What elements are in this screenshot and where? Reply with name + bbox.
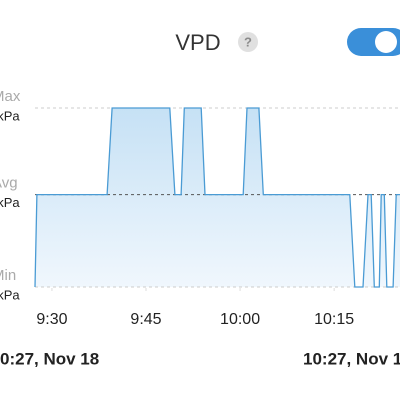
x-tick-label: 10:15 <box>314 311 354 328</box>
title: VPD <box>175 30 220 55</box>
x-tick-label: 9:45 <box>130 311 161 328</box>
y-tick-label: 9kPa <box>0 287 20 302</box>
y-level-name: Avg <box>0 175 18 192</box>
x-tick-label: 10:00 <box>220 311 260 328</box>
x-tick-label: 9:30 <box>36 311 67 328</box>
area <box>35 108 400 287</box>
y-level-name: Max <box>0 88 21 105</box>
y-level-name: Min <box>0 267 16 284</box>
range-end: 10:27, Nov 1 <box>303 349 400 368</box>
toggle-knob <box>375 31 397 53</box>
line <box>34 107 400 288</box>
range-start: 0:27, Nov 18 <box>0 349 99 368</box>
y-tick-label: 1kPa <box>0 108 20 123</box>
y-tick-label: 1kPa <box>0 195 20 210</box>
help-icon[interactable] <box>238 32 258 52</box>
help-icon-text: ? <box>244 34 252 49</box>
